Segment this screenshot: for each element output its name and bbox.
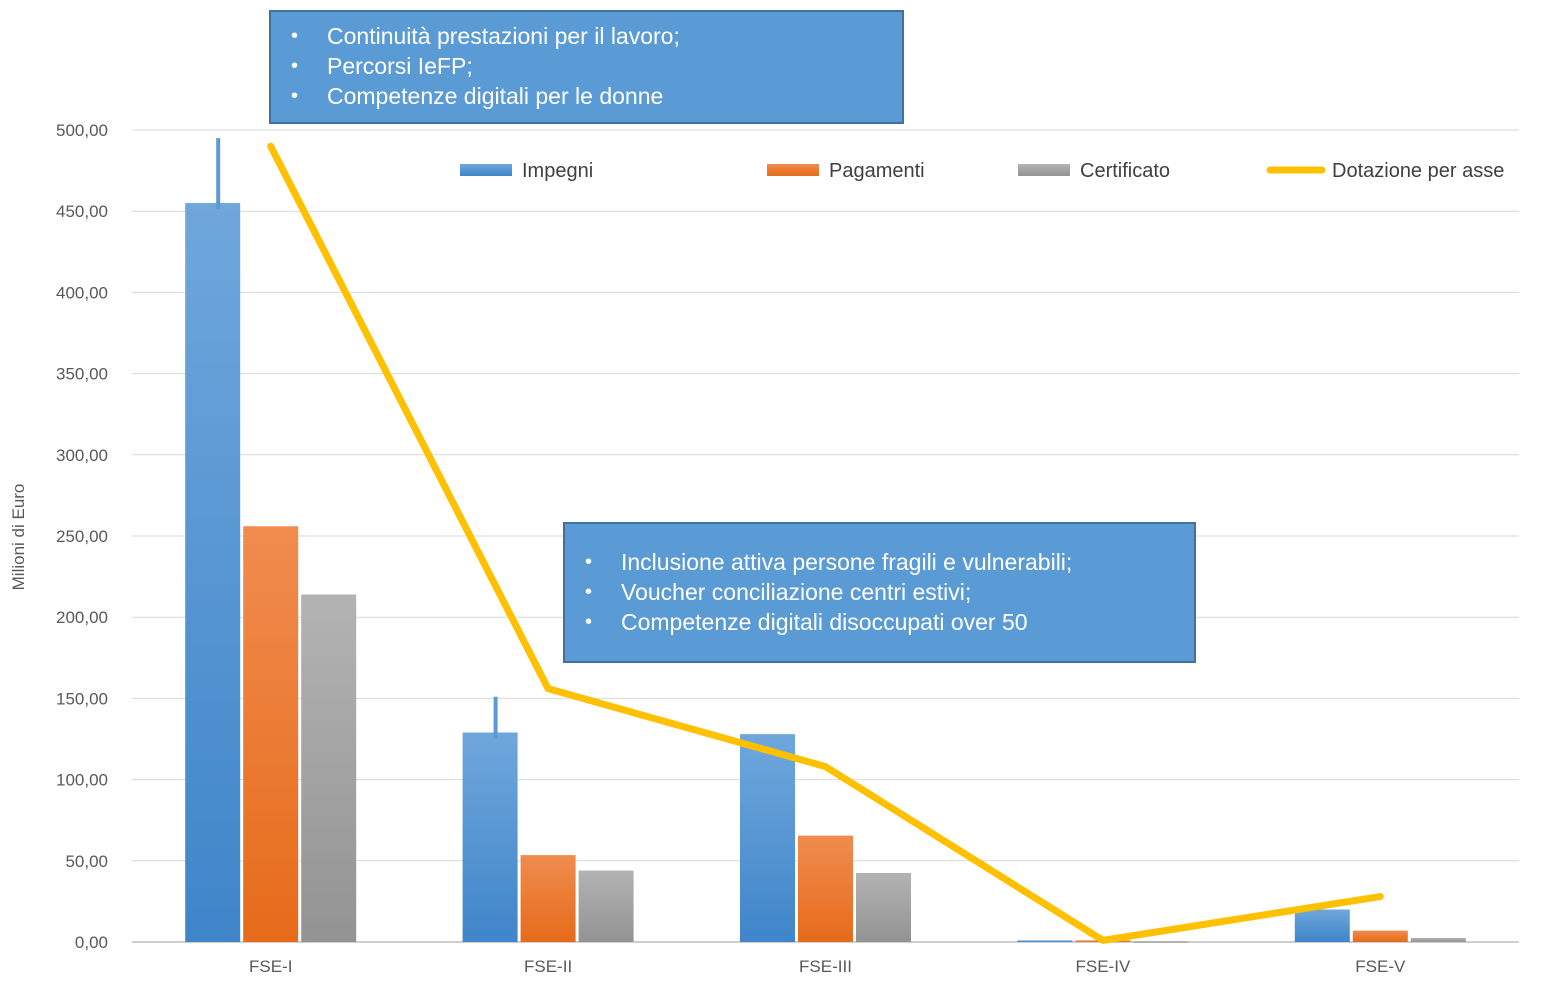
bar-pagamenti — [520, 855, 576, 942]
legend-swatch — [767, 164, 819, 176]
bar-pagamenti — [1352, 930, 1408, 942]
y-tick-label: 0,00 — [75, 933, 108, 952]
x-tick-label: FSE-III — [799, 957, 852, 976]
bar-impegni — [1294, 909, 1350, 942]
callout-middle-item: Voucher conciliazione centri estivi; — [565, 577, 1194, 607]
callout-top-item: Continuità prestazioni per il lavoro; — [271, 21, 902, 51]
y-tick-label: 150,00 — [56, 689, 108, 708]
bar-certificato — [1133, 941, 1189, 943]
callout-top-item: Percorsi IeFP; — [271, 51, 902, 81]
x-tick-label: FSE-IV — [1076, 957, 1131, 976]
legend-label: Impegni — [522, 160, 593, 182]
callout-middle-item: Inclusione attiva persone fragili e vuln… — [565, 547, 1194, 577]
callout-top: Continuità prestazioni per il lavoro; Pe… — [269, 10, 904, 124]
y-tick-label: 400,00 — [56, 283, 108, 302]
legend-swatch — [1018, 164, 1070, 176]
x-tick-label: FSE-V — [1355, 957, 1406, 976]
bar-impegni — [1017, 940, 1073, 942]
bar-pagamenti — [243, 526, 299, 942]
y-tick-label: 100,00 — [56, 771, 108, 790]
y-axis-title: Milioni di Euro — [9, 484, 28, 591]
y-tick-label: 350,00 — [56, 365, 108, 384]
callout-middle: Inclusione attiva persone fragili e vuln… — [563, 522, 1196, 663]
callout-top-item: Competenze digitali per le donne — [271, 81, 902, 111]
legend-label: Pagamenti — [829, 160, 925, 182]
y-tick-label: 450,00 — [56, 202, 108, 221]
x-tick-label: FSE-II — [524, 957, 572, 976]
y-tick-label: 200,00 — [56, 608, 108, 627]
bar-certificato — [578, 870, 634, 942]
legend-label: Certificato — [1080, 160, 1170, 182]
bar-impegni — [185, 203, 241, 942]
y-tick-label: 300,00 — [56, 446, 108, 465]
bar-pagamenti — [798, 835, 853, 942]
bar-certificato — [856, 872, 911, 942]
bar-certificato — [1410, 937, 1466, 942]
bar-impegni — [462, 732, 518, 942]
y-tick-label: 250,00 — [56, 527, 108, 546]
y-tick-label: 500,00 — [56, 121, 108, 140]
legend-label: Dotazione per asse — [1332, 160, 1504, 182]
legend-swatch — [460, 164, 512, 176]
callout-middle-item: Competenze digitali disoccupati over 50 — [565, 607, 1194, 637]
y-tick-label: 50,00 — [65, 852, 108, 871]
bar-impegni — [740, 734, 795, 942]
bar-certificato — [301, 594, 357, 942]
x-tick-label: FSE-I — [249, 957, 292, 976]
